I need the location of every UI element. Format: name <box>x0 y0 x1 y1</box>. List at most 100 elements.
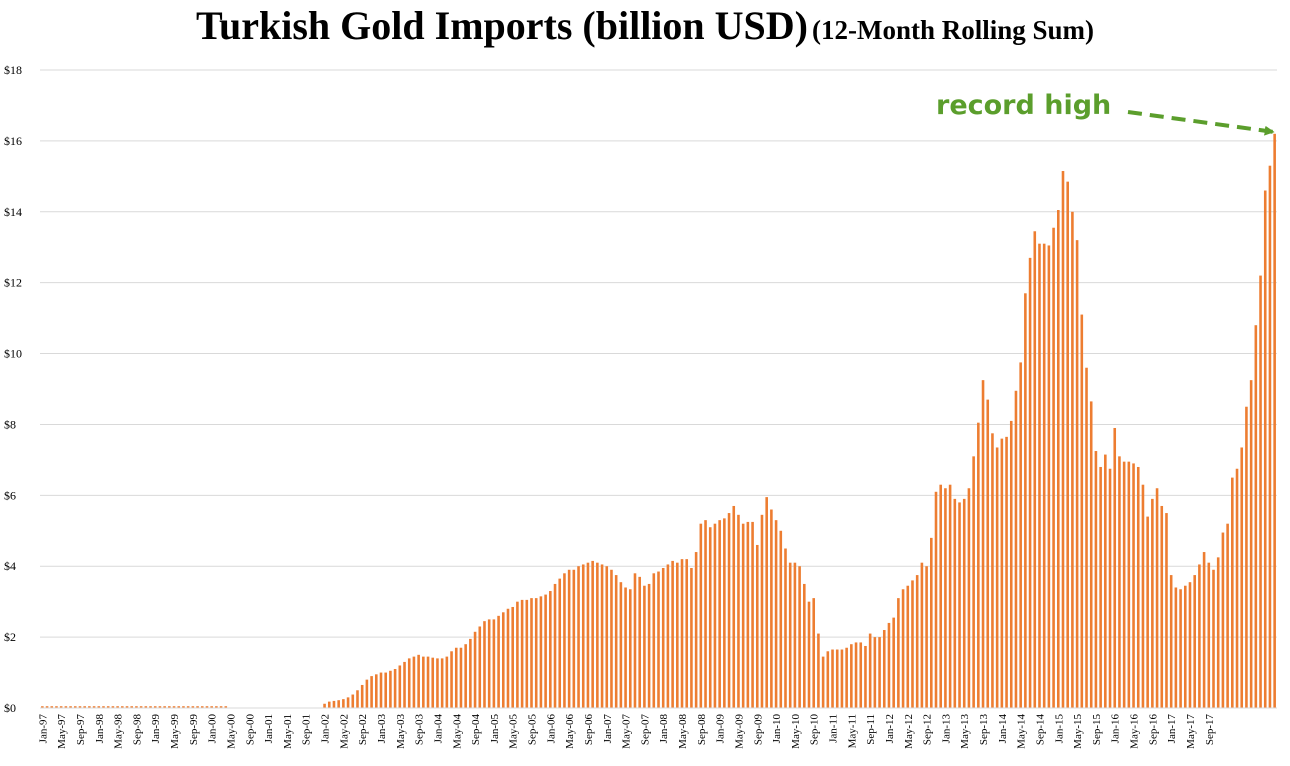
bar <box>723 518 726 708</box>
bar <box>892 617 895 708</box>
bar <box>939 484 942 708</box>
bar <box>459 647 463 708</box>
x-tick-label: May-11 <box>846 714 858 748</box>
annotation-group: record high <box>936 90 1275 136</box>
bar <box>205 706 209 708</box>
bar <box>1009 420 1013 708</box>
bar <box>59 706 63 708</box>
x-tick-label: Sep-04 <box>470 714 482 746</box>
bar <box>619 582 623 708</box>
bar <box>967 488 971 708</box>
bar <box>73 706 77 708</box>
bar <box>215 706 218 708</box>
x-tick-label: Jan-13 <box>940 714 952 744</box>
bar <box>638 576 641 708</box>
bar-series <box>41 133 1276 709</box>
bar <box>516 601 519 708</box>
bar <box>487 619 491 708</box>
bar <box>332 700 336 708</box>
bar <box>102 706 105 708</box>
bar <box>779 530 783 708</box>
y-tick-label: $4 <box>4 559 16 573</box>
bar <box>511 606 514 708</box>
bar <box>1231 477 1234 708</box>
bar <box>544 594 547 708</box>
bar <box>1146 516 1149 708</box>
bar <box>445 656 449 708</box>
bar <box>1188 582 1192 708</box>
bar <box>685 559 689 708</box>
bar <box>1235 468 1239 708</box>
bar <box>130 706 134 708</box>
x-tick-label: Jan-01 <box>263 714 275 743</box>
bar <box>572 569 576 708</box>
x-tick-label: May-08 <box>677 714 689 749</box>
x-tick-label: May-99 <box>169 714 181 749</box>
bar <box>454 647 458 708</box>
bar <box>746 521 750 708</box>
bar <box>1249 380 1253 708</box>
y-tick-label: $0 <box>4 701 16 715</box>
bar <box>798 566 801 708</box>
x-tick-label: May-12 <box>903 714 915 749</box>
bar <box>605 566 609 708</box>
bar <box>365 679 369 708</box>
bar <box>393 669 397 708</box>
y-tick-label: $12 <box>4 276 22 290</box>
bar <box>610 569 613 708</box>
bar <box>417 654 420 708</box>
x-tick-label: Sep-01 <box>301 714 313 745</box>
bar <box>614 575 618 708</box>
bar <box>676 562 679 708</box>
x-tick-label: May-03 <box>395 714 407 749</box>
bar <box>172 706 176 708</box>
bar <box>1179 589 1182 708</box>
x-tick-label: May-02 <box>338 714 350 749</box>
bar <box>1033 231 1037 708</box>
bar <box>436 658 439 708</box>
bar <box>1024 293 1027 708</box>
x-tick-label: May-97 <box>56 714 68 749</box>
bar <box>1136 466 1140 708</box>
y-tick-label: $14 <box>4 205 22 219</box>
bar <box>755 544 759 708</box>
x-tick-label: Sep-13 <box>978 714 990 746</box>
bar <box>977 422 980 708</box>
x-tick-label: Jan-04 <box>432 714 444 744</box>
bar <box>1263 190 1267 708</box>
x-tick-label: Sep-00 <box>244 714 256 746</box>
bar <box>1066 181 1069 708</box>
bar <box>1202 552 1206 708</box>
x-tick-label: Jan-09 <box>715 714 727 744</box>
bar <box>384 672 387 708</box>
bar <box>567 569 571 708</box>
y-tick-label: $8 <box>4 417 16 431</box>
bar <box>1216 557 1220 708</box>
bar <box>1165 513 1168 708</box>
x-tick-label: Jan-12 <box>884 714 896 743</box>
x-tick-label: May-05 <box>508 714 520 749</box>
x-tick-label: May-04 <box>451 714 463 749</box>
bar <box>661 567 665 708</box>
bar <box>1118 456 1121 708</box>
bar <box>854 642 858 708</box>
bar <box>407 658 411 708</box>
bar <box>596 562 599 708</box>
bar <box>356 690 359 708</box>
bar <box>534 598 538 708</box>
y-axis: $0 $2 $4 $6 $8 $10 $12 $14 $16 $18 <box>4 63 22 715</box>
bar <box>920 562 924 708</box>
bar <box>379 672 383 708</box>
bar <box>525 599 529 708</box>
bar <box>1240 447 1244 708</box>
bar <box>1014 390 1018 708</box>
bar <box>845 647 848 708</box>
bar <box>1155 488 1159 708</box>
bar <box>788 562 792 708</box>
bar <box>492 619 496 708</box>
bar <box>944 488 947 708</box>
bar <box>346 697 350 708</box>
bar <box>478 626 482 708</box>
y-tick-label: $18 <box>4 63 22 77</box>
